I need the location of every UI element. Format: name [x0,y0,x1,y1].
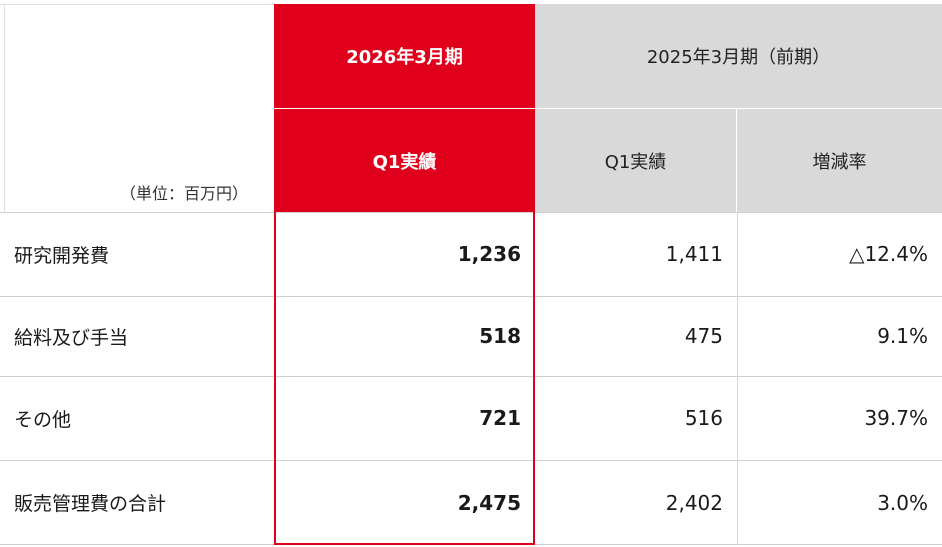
row-previous-salaries: 475 [684,324,723,348]
row-change-salaries: 9.1% [877,324,928,348]
row-label-salaries: 給料及び手当 [14,326,129,349]
row-divider [0,4,274,5]
column-divider [4,4,5,212]
row-divider [0,460,942,461]
row-divider [0,544,942,545]
row-current-other: 721 [479,406,521,430]
row-change-total: 3.0% [877,490,928,515]
current-period-header: 2026年3月期 [274,4,535,108]
row-label-total: 販売管理費の合計 [14,493,167,515]
row-label-other: その他 [14,408,72,431]
row-current-rnd: 1,236 [457,242,521,266]
current-q1-header: Q1実績 [274,108,535,212]
unit-label: （単位：百万円） [119,184,248,203]
row-current-total: 2,475 [457,490,521,515]
row-current-salaries: 518 [479,324,521,348]
row-divider [0,376,942,377]
previous-q1-header: Q1実績 [535,108,737,212]
row-previous-rnd: 1,411 [665,242,723,266]
row-previous-total: 2,402 [665,490,723,515]
row-change-rnd: △12.4% [849,242,928,266]
column-divider [737,212,738,545]
row-change-other: 39.7% [864,406,928,430]
change-rate-header: 増減率 [737,108,942,212]
row-divider [0,296,942,297]
row-label-rnd: 研究開発費 [14,244,110,267]
row-previous-other: 516 [684,406,723,430]
previous-period-header: 2025年3月期（前期） [535,4,942,108]
row-divider [0,212,942,213]
